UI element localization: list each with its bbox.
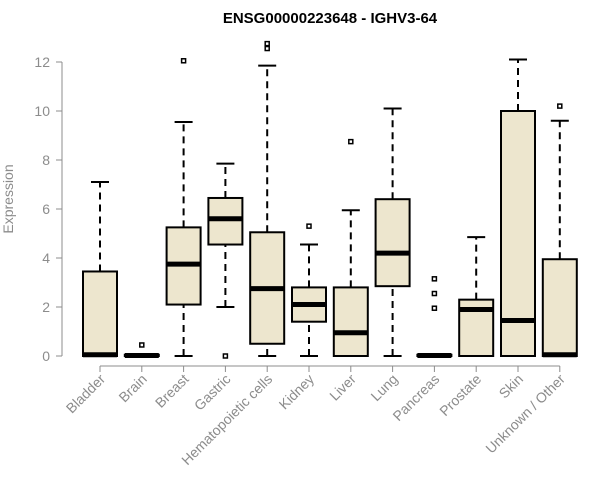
box-iqr	[374, 198, 411, 288]
box-breast	[165, 58, 202, 357]
box-bladder	[82, 181, 118, 358]
outlier-point	[264, 45, 270, 52]
outlier-point	[264, 40, 270, 47]
x-category-label: Kidney	[276, 371, 318, 413]
x-category-label: Brain	[115, 371, 149, 405]
outlier-point	[431, 290, 438, 297]
x-category-label: Prostate	[436, 371, 484, 419]
box-liver	[332, 138, 369, 357]
box-lung	[374, 107, 411, 357]
outlier-point	[139, 342, 145, 348]
x-category-label: Unknown / Other	[482, 371, 568, 457]
outlier-point	[180, 58, 187, 64]
box-brain	[123, 342, 160, 359]
chart-title: ENSG00000223648 - IGHV3-64	[223, 10, 438, 27]
outlier-point	[222, 353, 229, 359]
box-iqr	[500, 110, 536, 357]
x-category-label: Bladder	[63, 371, 109, 417]
x-category-label: Breast	[152, 371, 192, 411]
box-hematopoietic-cells	[249, 40, 286, 357]
boxes-group	[82, 40, 578, 359]
x-category-label: Lung	[367, 371, 400, 404]
x-category-label: Skin	[496, 371, 527, 402]
y-tick-label: 12	[34, 54, 50, 70]
box-iqr	[541, 258, 578, 358]
box-pancreas	[416, 276, 453, 359]
y-tick-label: 2	[42, 299, 50, 315]
outlier-point	[431, 276, 438, 282]
box-unknown-other	[541, 103, 578, 358]
outlier-point	[306, 223, 312, 229]
y-tick-label: 8	[42, 152, 50, 168]
y-axis-label: Expression	[0, 164, 16, 233]
y-tick-label: 4	[42, 250, 50, 266]
box-iqr	[82, 270, 118, 358]
outlier-point	[557, 103, 563, 109]
x-category-label: Liver	[326, 371, 359, 404]
outlier-point	[348, 138, 354, 145]
box-prostate	[458, 236, 495, 357]
y-tick-label: 0	[42, 348, 50, 364]
box-iqr	[332, 286, 369, 357]
y-tick-label: 6	[42, 201, 50, 217]
box-gastric	[207, 162, 244, 359]
y-tick-label: 10	[34, 103, 50, 119]
y-axis: 0 2 4 6 8 10 12	[34, 54, 63, 364]
box-skin	[500, 58, 536, 357]
outlier-point	[431, 305, 438, 311]
box-kidney	[291, 223, 327, 357]
